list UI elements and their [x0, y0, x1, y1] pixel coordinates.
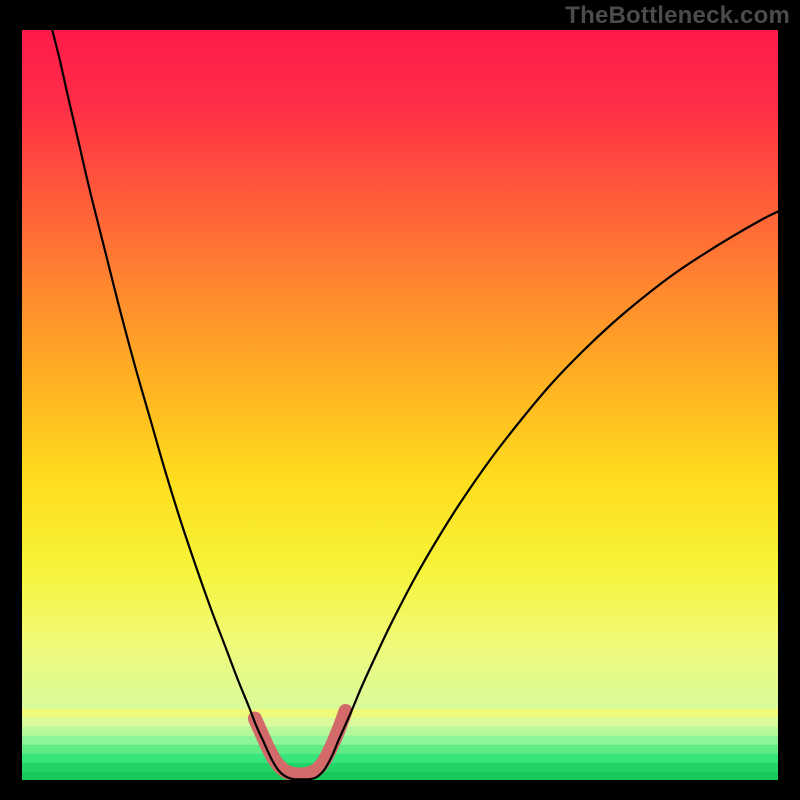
gradient-stripe [22, 718, 778, 727]
chart-svg [22, 30, 778, 780]
gradient-stripe [22, 763, 778, 772]
frame-left [0, 0, 22, 800]
gradient-stripe [22, 745, 778, 754]
chart-background [22, 30, 778, 780]
gradient-stripe [22, 754, 778, 763]
frame-bottom [0, 780, 800, 800]
gradient-stripe [22, 709, 778, 718]
bottleneck-chart [22, 30, 778, 780]
gradient-stripe [22, 736, 778, 745]
gradient-stripe [22, 772, 778, 780]
gradient-stripe [22, 727, 778, 736]
watermark-text: TheBottleneck.com [565, 2, 790, 30]
frame-right [778, 0, 800, 800]
